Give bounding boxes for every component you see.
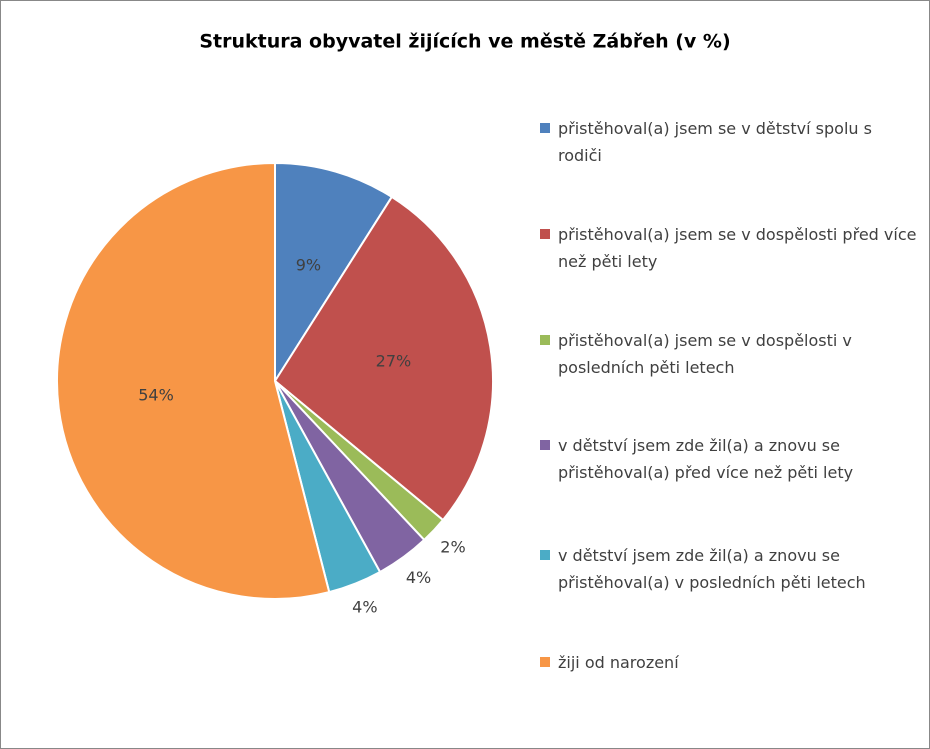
pie-slice xyxy=(56,161,331,600)
legend-label: přistěhoval(a) jsem se v dětství spolu s… xyxy=(558,119,872,165)
legend-swatch xyxy=(540,229,550,239)
data-label: 4% xyxy=(406,568,431,587)
legend-swatch xyxy=(540,123,550,133)
pie-slice xyxy=(273,195,494,522)
legend-swatch xyxy=(540,657,550,667)
legend-swatch xyxy=(540,550,550,560)
data-label: 9% xyxy=(296,255,321,274)
legend-label: v dětství jsem zde žil(a) a znovu se při… xyxy=(558,436,854,482)
legend-label: žiji od narození xyxy=(558,653,679,672)
legend-label: přistěhoval(a) jsem se v dospělosti v po… xyxy=(558,331,852,377)
legend-label: přistěhoval(a) jsem se v dospělosti před… xyxy=(558,225,917,271)
data-label: 27% xyxy=(376,352,412,371)
legend-label: v dětství jsem zde žil(a) a znovu se při… xyxy=(558,546,866,592)
pie-slice xyxy=(274,161,394,385)
legend-swatch xyxy=(540,335,550,345)
legend-item: v dětství jsem zde žil(a) a znovu se při… xyxy=(540,542,920,596)
data-label: 54% xyxy=(138,386,174,405)
legend-item: žiji od narození xyxy=(540,649,920,676)
chart-title: Struktura obyvatel žijících ve městě Záb… xyxy=(199,31,730,53)
data-label: 4% xyxy=(352,598,377,617)
legend-item: přistěhoval(a) jsem se v dospělosti v po… xyxy=(540,327,920,381)
legend-swatch xyxy=(540,440,550,450)
data-label: 2% xyxy=(440,538,465,557)
legend-item: přistěhoval(a) jsem se v dětství spolu s… xyxy=(540,115,920,169)
legend-item: v dětství jsem zde žil(a) a znovu se při… xyxy=(540,432,920,486)
legend-item: přistěhoval(a) jsem se v dospělosti před… xyxy=(540,221,920,275)
